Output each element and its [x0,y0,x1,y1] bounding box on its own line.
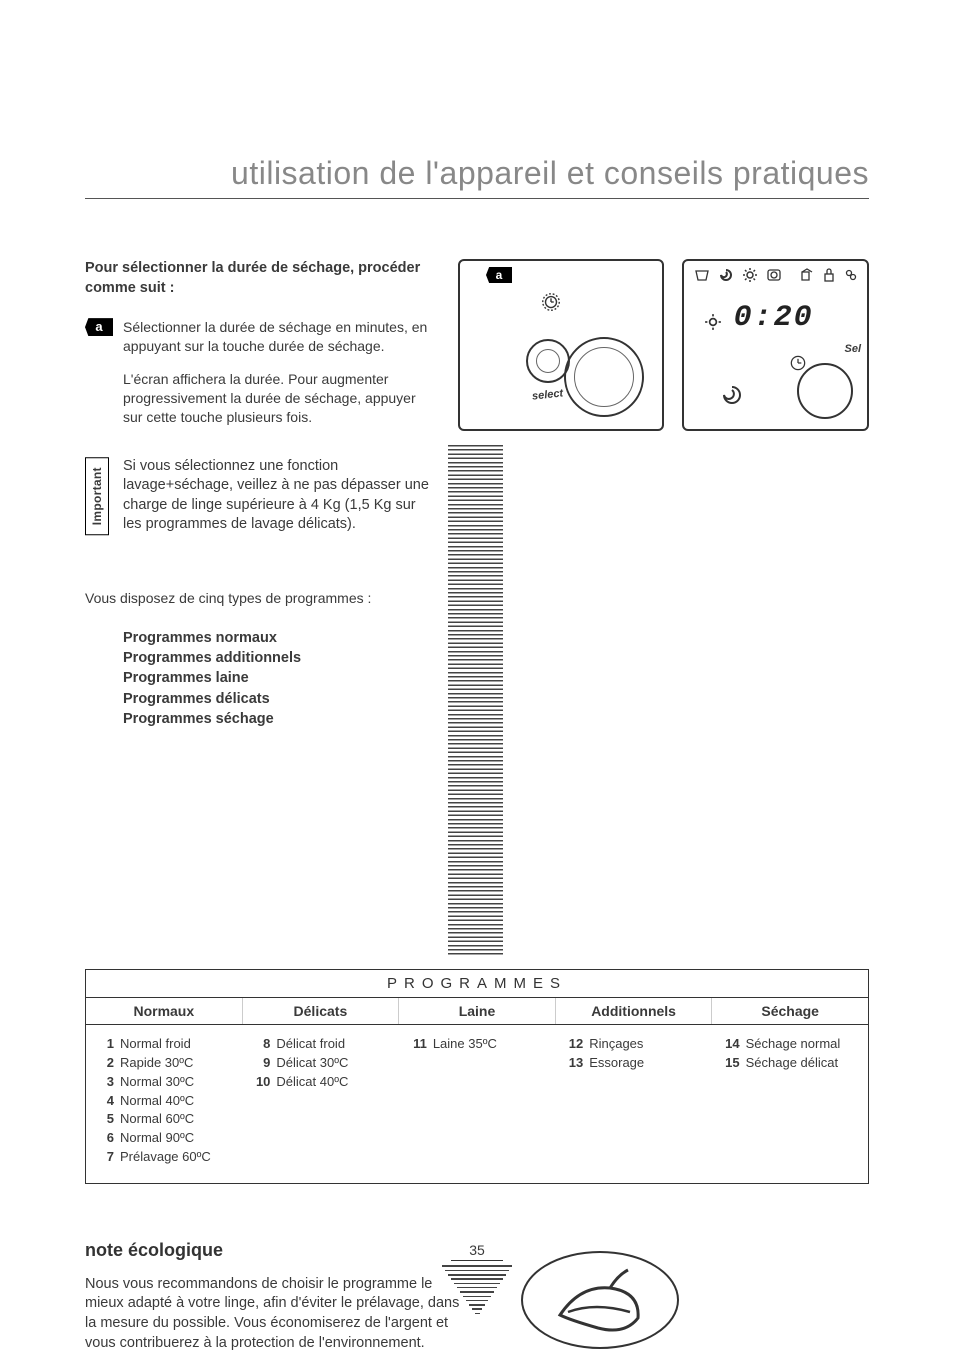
table-col-additionnels: 12Rinçages 13Essorage [555,1035,711,1167]
panel2-top-right-icons [799,267,859,283]
table-row: 12Rinçages [565,1035,705,1054]
table-row: 2Rapide 30ºC [96,1054,236,1073]
sel-label: Sel [844,343,861,355]
col-header: Séchage [712,998,868,1024]
list-item: Programmes additionnels [123,648,430,668]
table-row: 1Normal froid [96,1035,236,1054]
table-header-row: Normaux Délicats Laine Additionnels Séch… [86,997,868,1025]
table-row: 15Séchage délicat [722,1054,862,1073]
leaf-icon [510,1240,690,1360]
table-row: 3Normal 30ºC [96,1073,236,1092]
important-text: Si vous sélectionnez une fonction lavage… [123,457,430,535]
step-a-row: a Sélectionner la durée de séchage en mi… [85,318,430,356]
table-title: PROGRAMMES [86,970,868,997]
panel2-top-left-icons [694,267,782,283]
decorative-stripes [448,445,503,955]
table-row: 11Laine 35ºC [409,1035,549,1054]
lock-icon [821,267,837,283]
eco-leaf-figure [510,1240,869,1365]
five-types-text: Vous disposez de cinq types de programme… [85,590,430,606]
table-row: 7Prélavage 60ºC [96,1148,236,1167]
select-label: select [531,387,563,402]
list-item: Programmes laine [123,668,430,688]
left-text-column: Pour sélectionner la durée de séchage, p… [85,259,430,955]
panel-a-marker-icon: a [486,267,512,283]
table-row: 8Délicat froid [252,1035,392,1054]
list-item: Programmes délicats [123,689,430,709]
col-header: Additionnels [556,998,713,1024]
door-icon [799,267,815,283]
paragraph-1: L'écran affichera la durée. Pour augment… [123,370,430,427]
wash-icon [694,267,710,283]
page-footer: 35 [439,1242,515,1317]
col-header: Délicats [243,998,400,1024]
table-body-row: 1Normal froid 2Rapide 30ºC 3Normal 30ºC … [86,1025,868,1183]
sun-icon [742,267,758,283]
table-row: 4Normal 40ºC [96,1092,236,1111]
control-panels-row: a select [458,259,869,431]
chain-icon [843,267,859,283]
footer-pyramid-icon [439,1265,515,1314]
table-row: 10Délicat 40ºC [252,1073,392,1092]
table-row: 5Normal 60ºC [96,1110,236,1129]
table-row: 13Essorage [565,1054,705,1073]
eco-heading: note écologique [85,1240,462,1261]
spin-icon [720,383,744,407]
step-a-text: Sélectionner la durée de séchage en minu… [123,318,430,356]
programs-table: PROGRAMMES Normaux Délicats Laine Additi… [85,969,869,1184]
control-panel-1: a select [458,259,664,431]
program-knob [564,337,644,417]
table-row: 14Séchage normal [722,1035,862,1054]
table-col-laine: 11Laine 35ºC [399,1035,555,1167]
table-col-sechage: 14Séchage normal 15Séchage délicat [712,1035,868,1167]
small-sun-icon [704,313,722,331]
eco-body-text: Nous vous recommandons de choisir le pro… [85,1275,462,1353]
important-block: Important Si vous sélectionnez une fonct… [85,457,430,535]
table-row: 6Normal 90ºC [96,1129,236,1148]
step-a-marker-icon: a [85,318,113,336]
spin-icon [718,267,734,283]
important-label: Important [85,457,109,535]
panel2-knob [797,363,853,419]
drum-icon [766,267,782,283]
table-col-delicats: 8Délicat froid 9Délicat 30ºC 10Délicat 4… [242,1035,398,1167]
control-panel-2: 0:20 Sel [682,259,869,431]
program-types-list: Programmes normaux Programmes additionne… [123,628,430,729]
table-row: 9Délicat 30ºC [252,1054,392,1073]
intro-bold-text: Pour sélectionner la durée de séchage, p… [85,259,430,298]
page-title: utilisation de l'appareil et conseils pr… [85,155,869,199]
table-col-normaux: 1Normal froid 2Rapide 30ºC 3Normal 30ºC … [86,1035,242,1167]
page-number: 35 [451,1242,503,1261]
list-item: Programmes séchage [123,709,430,729]
list-item: Programmes normaux [123,628,430,648]
col-header: Laine [399,998,556,1024]
col-header: Normaux [86,998,243,1024]
time-display: 0:20 [734,301,814,335]
clock-icon [540,291,562,313]
